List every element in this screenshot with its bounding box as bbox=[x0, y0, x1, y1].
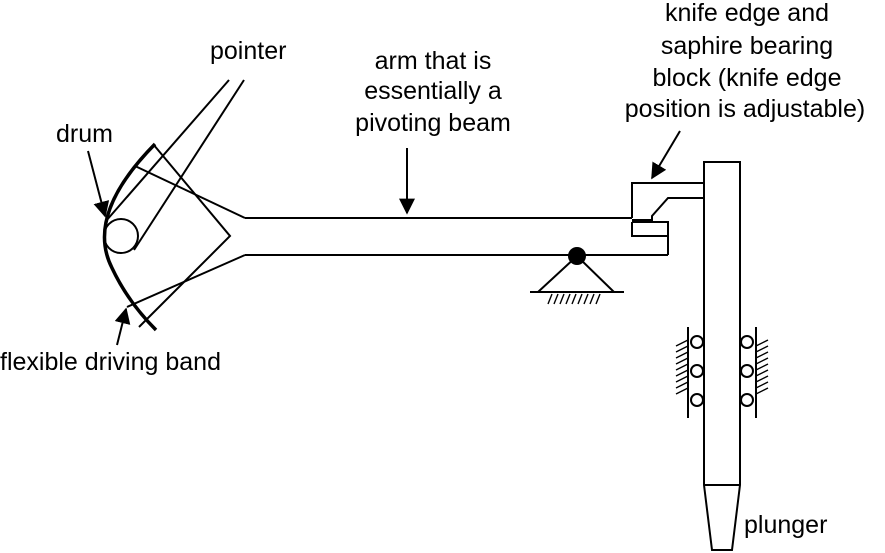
guide-ball-right-top bbox=[740, 335, 754, 349]
knife-edge-label-line-1: knife edge and bbox=[665, 0, 829, 27]
knife-edge-label-line-3: block (knife edge bbox=[652, 64, 841, 92]
sector-outline bbox=[138, 143, 232, 328]
plunger bbox=[703, 161, 741, 551]
knife-edge-label-line-2: saphire bearing bbox=[661, 32, 833, 60]
pointer-line-right bbox=[133, 79, 245, 251]
guide-ball-right-middle bbox=[740, 364, 754, 378]
sector-lower-edge bbox=[126, 254, 246, 308]
plunger-label: plunger bbox=[744, 511, 827, 539]
pointer-line-left bbox=[105, 79, 230, 222]
drum bbox=[103, 218, 139, 254]
arm-label-line-1: arm that is bbox=[375, 47, 492, 75]
knife-edge-label-line-4: position is adjustable) bbox=[625, 95, 865, 123]
guide-ball-left-top bbox=[690, 335, 704, 349]
flexible-band-label: flexible driving band bbox=[0, 348, 221, 376]
guide-ball-left-bottom bbox=[690, 393, 704, 407]
left-guide-hatching bbox=[675, 339, 689, 395]
pointer-label: pointer bbox=[210, 37, 286, 65]
knife-edge-leader-arrow bbox=[651, 130, 681, 180]
band-leader-arrow bbox=[114, 307, 131, 346]
knife-edge-block bbox=[631, 182, 705, 221]
drum-label: drum bbox=[56, 120, 113, 148]
drum-leader-arrow bbox=[87, 150, 110, 218]
guide-ball-right-bottom bbox=[740, 393, 754, 407]
bearing-block bbox=[631, 221, 669, 237]
flexible-driving-band bbox=[102, 142, 158, 332]
arm-label-line-3: pivoting beam bbox=[355, 109, 511, 137]
sector-upper-edge bbox=[134, 165, 246, 219]
right-guide-hatching bbox=[755, 339, 769, 395]
arm-label-line-2: essentially a bbox=[364, 77, 502, 105]
guide-ball-left-middle bbox=[690, 364, 704, 378]
fulcrum-ground-hatching bbox=[547, 293, 601, 305]
